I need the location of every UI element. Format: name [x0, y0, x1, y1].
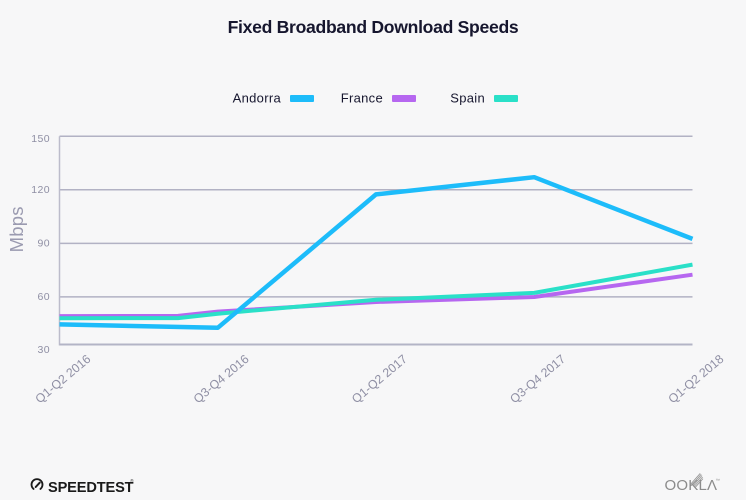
svg-text:Mbps: Mbps: [6, 206, 27, 252]
svg-text:SPEEDTEST: SPEEDTEST: [48, 480, 134, 496]
svg-text:Andorra: Andorra: [233, 91, 282, 106]
svg-text:OOKLΛ: OOKLΛ: [665, 477, 718, 494]
svg-text:Fixed Broadband Download Speed: Fixed Broadband Download Speeds: [228, 17, 519, 37]
svg-text:™: ™: [716, 478, 721, 483]
svg-text:120: 120: [31, 184, 50, 196]
svg-text:30: 30: [38, 344, 50, 356]
svg-text:60: 60: [38, 291, 50, 303]
svg-text:Spain: Spain: [450, 91, 485, 106]
svg-text:France: France: [341, 91, 383, 106]
svg-text:90: 90: [38, 238, 50, 250]
svg-text:®: ®: [130, 478, 134, 484]
svg-text:150: 150: [31, 133, 50, 145]
